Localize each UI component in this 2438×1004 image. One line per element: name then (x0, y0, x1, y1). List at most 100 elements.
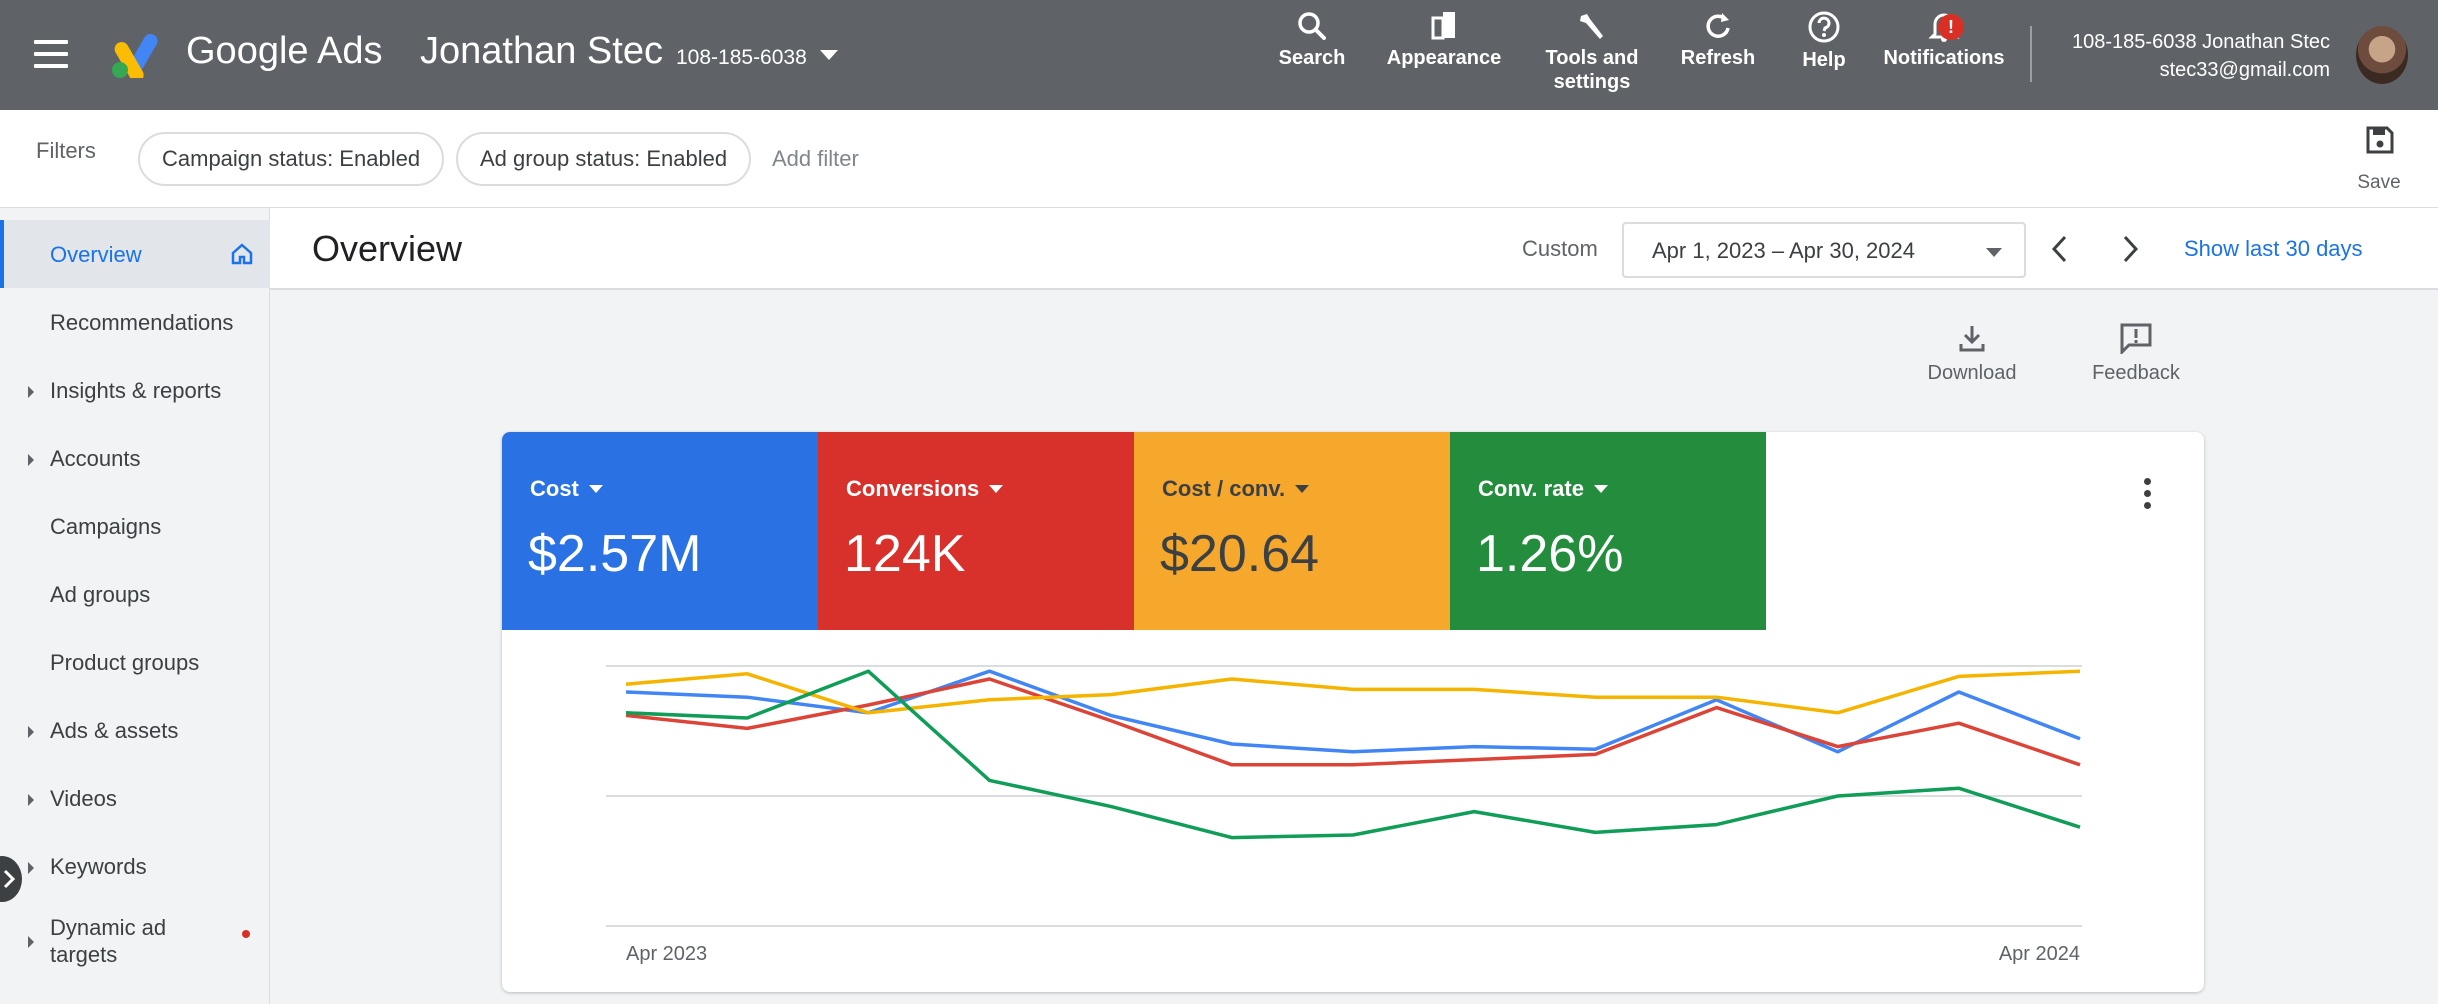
appearance-label: Appearance (1386, 47, 1502, 69)
filter-chip-ad-group-status[interactable]: Ad group status: Enabled (456, 132, 752, 186)
sidebar-item-label: Keywords (50, 854, 147, 879)
next-period-button[interactable] (2120, 234, 2140, 264)
sidebar-item-label: Recommendations (50, 310, 234, 335)
account-id[interactable]: 108-185-6038 (676, 46, 807, 69)
avatar[interactable] (2356, 26, 2408, 84)
sidebar-item-label: targets (50, 942, 118, 967)
chevron-down-icon (1593, 485, 1608, 493)
page-header: Overview Custom Apr 1, 2023 – Apr 30, 20… (270, 208, 2438, 290)
sidebar-item-product-groups[interactable]: Product groups (0, 628, 270, 696)
expand-arrow-icon (28, 386, 34, 398)
wrench-icon (1580, 14, 1603, 39)
account-name[interactable]: Jonathan Stec (420, 30, 663, 72)
series-line-2 (625, 669, 2081, 715)
tools-label-line1: Tools and (1545, 47, 1639, 69)
search-icon (1298, 12, 1326, 40)
sidebar-item-ads-assets[interactable]: Ads & assets (0, 696, 270, 764)
filters-label: Filters (36, 138, 96, 163)
notifications-button[interactable]: Notifications ! (1880, 10, 2008, 70)
metric-value: 1.26% (1476, 525, 1624, 583)
expand-arrow-icon (28, 726, 34, 738)
metric-cost-per-conv[interactable]: Cost / conv. $20.64 (1134, 432, 1450, 630)
date-range-picker[interactable]: Apr 1, 2023 – Apr 30, 2024 (1622, 222, 2026, 278)
expand-arrow-icon (28, 862, 34, 874)
sidebar-item-label: Overview (50, 242, 142, 267)
page-title: Overview (312, 228, 463, 269)
sidebar-item-label: Insights & reports (50, 378, 222, 403)
add-filter-button[interactable]: Add filter (772, 146, 859, 171)
metric-conversions[interactable]: Conversions 124K (818, 432, 1134, 630)
user-email: stec33@gmail.com (2159, 59, 2330, 81)
sidebar-item-ad-groups[interactable]: Ad groups (0, 560, 270, 628)
metric-label: Cost / conv. (1162, 476, 1286, 501)
sidebar-item-label: Ad groups (50, 582, 151, 607)
sidebar-item-campaigns[interactable]: Campaigns (0, 492, 270, 560)
chevron-down-icon (588, 485, 603, 493)
chevron-down-icon (1295, 485, 1310, 493)
performance-card: Cost $2.57M Conversions 124K Cost / conv… (502, 432, 2204, 992)
brand-name: Google Ads (186, 30, 383, 72)
download-button[interactable]: Download (1920, 322, 2024, 385)
google-ads-logo (112, 34, 158, 78)
expand-arrow-icon (28, 794, 34, 806)
sidebar-item-overview[interactable]: Overview (0, 220, 270, 288)
search-button[interactable]: Search (1276, 10, 1348, 70)
save-icon[interactable] (2364, 124, 2396, 156)
save-button[interactable]: Save (2357, 172, 2401, 193)
show-last-30-days-link[interactable]: Show last 30 days (2184, 236, 2363, 261)
chevron-right-icon (3, 869, 16, 889)
filter-chip-campaign-status[interactable]: Campaign status: Enabled (138, 132, 445, 186)
sidebar-item-dynamic-ad-targets[interactable]: Dynamic ad targets (0, 900, 270, 980)
notifications-label: Notifications (1883, 47, 2005, 69)
main-menu-icon[interactable] (34, 40, 68, 68)
feedback-icon (2120, 323, 2152, 354)
header-divider (2030, 26, 2032, 82)
series-line-3 (625, 669, 2081, 840)
sidebar-item-videos[interactable]: Videos (0, 764, 270, 832)
tools-settings-button[interactable]: Tools and settings (1540, 10, 1644, 94)
notification-badge: ! (1938, 14, 1964, 40)
sidebar: Overview Recommendations Insights & repo… (0, 208, 270, 1004)
tools-label-line2: settings (1553, 71, 1631, 93)
metric-value: 124K (844, 525, 966, 583)
sidebar-item-accounts[interactable]: Accounts (0, 424, 270, 492)
help-label: Help (1802, 49, 1846, 71)
user-account-line: 108-185-6038 Jonathan Stec (2072, 31, 2330, 53)
account-dropdown-icon[interactable] (820, 50, 838, 60)
chevron-down-icon (989, 485, 1004, 493)
feedback-button[interactable]: Feedback (2088, 322, 2184, 385)
expand-arrow-icon (28, 936, 34, 948)
sidebar-item-label: Campaigns (50, 514, 162, 539)
metric-label: Conv. rate (1478, 476, 1584, 501)
series-line-0 (625, 669, 2081, 754)
sidebar-item-label: Product groups (50, 650, 200, 675)
refresh-button[interactable]: Refresh (1676, 10, 1760, 70)
sidebar-item-keywords[interactable]: Keywords (0, 832, 270, 900)
expand-arrow-icon (28, 454, 34, 466)
sidebar-item-label: Ads & assets (50, 718, 179, 743)
x-axis-end-label: Apr 2024 (1999, 943, 2080, 965)
sidebar-item-label: Dynamic ad (50, 915, 167, 940)
filter-bar: Filters Campaign status: Enabled Ad grou… (0, 110, 2438, 208)
metric-conv-rate[interactable]: Conv. rate 1.26% (1450, 432, 1766, 630)
sidebar-item-recommendations[interactable]: Recommendations (0, 288, 270, 356)
date-range-type: Custom (1522, 236, 1598, 261)
alert-dot (242, 930, 250, 938)
appearance-button[interactable]: Appearance (1384, 10, 1504, 70)
metric-label: Conversions (846, 476, 980, 501)
download-label: Download (1927, 362, 2017, 384)
sidebar-item-insights-reports[interactable]: Insights & reports (0, 356, 270, 424)
metric-label: Cost (530, 476, 579, 501)
performance-chart: Apr 2023 Apr 2024 (606, 665, 2082, 965)
help-button[interactable]: Help (1796, 10, 1852, 72)
metric-value: $20.64 (1160, 525, 1320, 583)
top-bar: Google Ads Jonathan Stec 108-185-6038 Se… (0, 0, 2438, 110)
collapse-sidebar-button[interactable] (0, 856, 22, 902)
user-info[interactable]: 108-185-6038 Jonathan Stec stec33@gmail.… (2072, 28, 2330, 84)
sidebar-item-label: Accounts (50, 446, 141, 471)
metric-cost[interactable]: Cost $2.57M (502, 432, 818, 630)
date-range-value: Apr 1, 2023 – Apr 30, 2024 (1652, 238, 1915, 263)
more-options-icon[interactable] (2144, 478, 2152, 514)
refresh-icon (1706, 13, 1730, 38)
previous-period-button[interactable] (2050, 234, 2070, 264)
